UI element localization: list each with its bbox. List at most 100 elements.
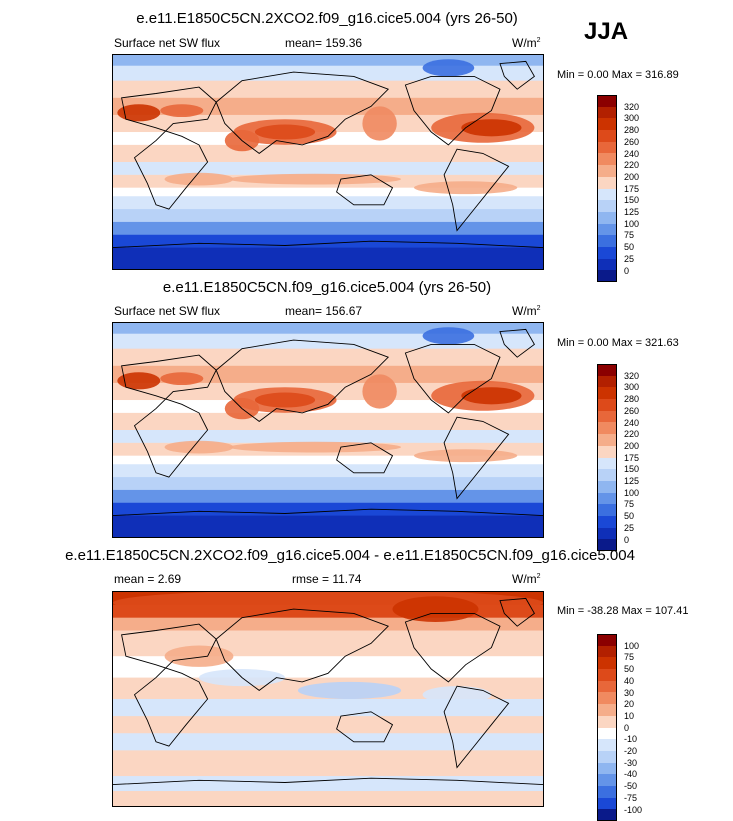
- panel3-map: [112, 591, 544, 807]
- colorbar-tick-label: 10: [624, 710, 635, 721]
- field-band: [113, 455, 543, 465]
- field-band: [113, 464, 543, 478]
- colorbar-tick-label: 240: [624, 417, 640, 428]
- panel2-map-svg: [113, 323, 543, 537]
- colorbar-tick-label: 280: [624, 394, 640, 405]
- field-feature: [164, 172, 234, 186]
- panel2-minmax: Min = 0.00 Max = 321.63: [557, 337, 679, 349]
- field-band: [113, 348, 543, 367]
- colorbar-tick-label: 150: [624, 464, 640, 475]
- coastline: [215, 608, 390, 691]
- colorbar-tick-label: 0: [624, 722, 630, 733]
- colorbar-tick-label: 300: [624, 382, 640, 393]
- colorbar-tick-label: -20: [624, 746, 638, 756]
- panel3-title: e.e11.E1850C5CN.2XCO2.f09_g16.cice5.004 …: [65, 547, 635, 564]
- colorbar-swatch: [597, 680, 617, 693]
- colorbar-tick-label: 175: [624, 452, 640, 463]
- colorbar-tick-label: 260: [624, 136, 640, 147]
- coastline: [404, 612, 501, 683]
- panel3-rmse: rmse = 11.74: [292, 572, 362, 586]
- colorbar-tick-label: 75: [624, 230, 635, 241]
- field-feature: [254, 392, 316, 408]
- colorbar-swatch: [597, 258, 617, 271]
- field-feature: [164, 440, 234, 454]
- field-feature: [164, 645, 234, 667]
- colorbar-tick-label: -75: [624, 792, 638, 803]
- colorbar-swatch: [597, 165, 617, 177]
- colorbar-tick-label: -10: [624, 734, 638, 745]
- panel3-units: W/m2: [512, 572, 541, 586]
- coastline: [443, 416, 510, 500]
- colorbar-swatch: [597, 739, 617, 751]
- panel2-units: W/m2: [512, 304, 541, 318]
- colorbar-tick-label: 125: [624, 207, 640, 217]
- field-band: [113, 489, 543, 504]
- colorbar-tick-label: 150: [624, 195, 640, 206]
- colorbar-tick-label: 20: [624, 699, 635, 710]
- colorbar-tick-label: 100: [624, 218, 640, 229]
- colorbar-tick-label: -30: [624, 757, 638, 768]
- colorbar-swatch: [597, 469, 617, 481]
- field-feature: [229, 173, 402, 185]
- colorbar-tick-label: 260: [624, 405, 640, 416]
- panel3-map-svg: [113, 592, 543, 806]
- field-band: [113, 699, 543, 717]
- colorbar-swatch: [597, 527, 617, 540]
- colorbar-swatch: [597, 785, 617, 798]
- field-band: [113, 430, 543, 444]
- field-feature: [254, 124, 316, 140]
- colorbar-tick-label: 25: [624, 253, 635, 264]
- colorbar-swatch: [597, 410, 617, 423]
- colorbar-swatch: [597, 211, 617, 224]
- colorbar-tick-label: 50: [624, 664, 635, 675]
- panel2-mean: mean= 156.67: [285, 304, 363, 318]
- colorbar-swatch: [597, 95, 617, 107]
- colorbar-swatch: [597, 153, 617, 166]
- colorbar-swatch: [597, 106, 617, 119]
- colorbar-swatch: [597, 657, 617, 670]
- coastline: [499, 60, 535, 90]
- colorbar-tick-label: 100: [624, 640, 640, 651]
- field-feature: [422, 59, 475, 77]
- field-band: [113, 776, 543, 792]
- coastline: [113, 240, 543, 249]
- colorbar-swatch: [597, 715, 617, 728]
- colorbar-tick-label: 30: [624, 687, 635, 698]
- colorbar-tick-label: -40: [624, 769, 638, 780]
- field-band: [113, 187, 543, 197]
- field-band: [113, 247, 543, 269]
- colorbar-swatch: [597, 634, 617, 646]
- panel2-title: e.e11.E1850C5CN.f09_g16.cice5.004 (yrs 2…: [162, 279, 492, 296]
- colorbar-tick-label: 0: [624, 265, 630, 276]
- colorbar-swatch: [597, 515, 617, 528]
- field-band: [113, 97, 543, 116]
- field-band: [113, 716, 543, 734]
- field-feature: [461, 119, 522, 137]
- colorbar-tick-label: 280: [624, 125, 640, 136]
- colorbar-swatch: [597, 480, 617, 493]
- field-feature: [461, 387, 522, 405]
- field-band: [113, 365, 543, 384]
- colorbar-swatch: [597, 141, 617, 154]
- coastline: [121, 623, 217, 747]
- field-feature: [422, 327, 475, 345]
- colorbar-swatch: [597, 445, 617, 458]
- colorbar-swatch: [597, 504, 617, 516]
- field-band: [113, 412, 543, 431]
- colorbar-tick-label: 320: [624, 101, 640, 112]
- coastline: [404, 75, 501, 146]
- panel3-mean: mean = 2.69: [114, 572, 182, 586]
- coastline: [443, 685, 510, 769]
- panel2-variable: Surface net SW flux: [114, 304, 221, 318]
- field-band: [113, 221, 543, 236]
- panel1-mean: mean= 159.36: [285, 36, 363, 50]
- field-band: [113, 617, 543, 632]
- field-feature: [229, 441, 402, 453]
- colorbar-tick-label: 100: [624, 487, 640, 498]
- coastline: [443, 148, 510, 232]
- colorbar-tick-label: 50: [624, 511, 635, 522]
- coastline: [499, 328, 535, 358]
- colorbar-swatch: [597, 727, 617, 740]
- colorbar-swatch: [597, 692, 617, 705]
- panel1-colorbar: [597, 95, 617, 282]
